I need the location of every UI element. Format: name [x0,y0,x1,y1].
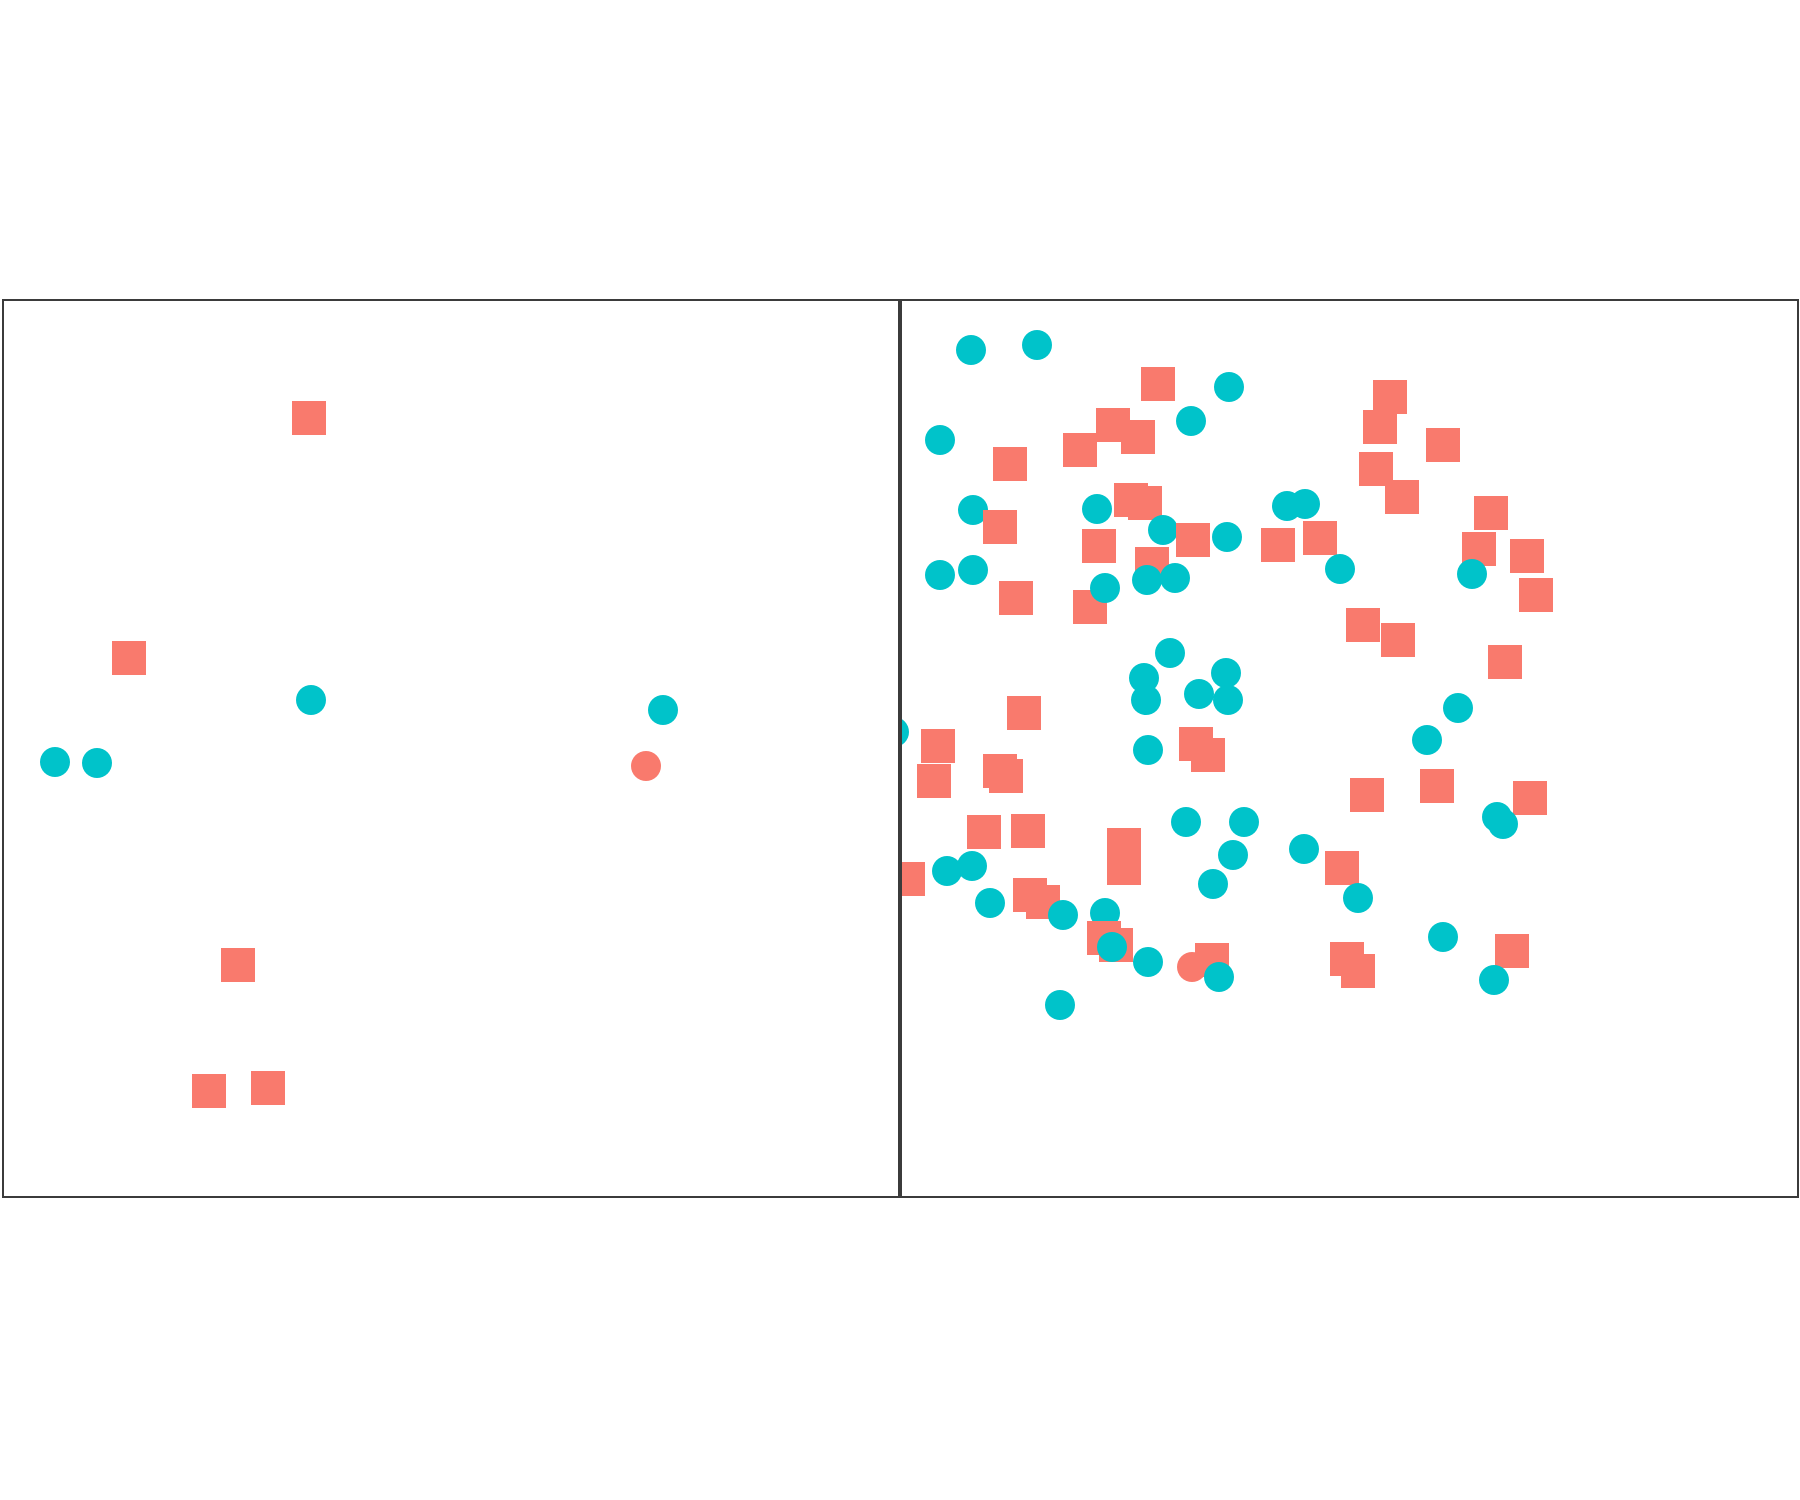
scatter-point-square [1346,608,1380,642]
scatter-point-circle [1198,869,1228,899]
scatter-point-circle [957,851,987,881]
scatter-point-circle [956,335,986,365]
right-panel [900,299,1799,1198]
scatter-point-square [967,815,1001,849]
scatter-point-square [1325,851,1359,885]
scatter-point-circle [1479,965,1509,995]
scatter-point-circle [1488,809,1518,839]
scatter-point-circle [1155,638,1185,668]
scatter-point-square [1510,539,1544,573]
scatter-point-circle [1325,554,1355,584]
scatter-point-square [1341,954,1375,988]
scatter-point-circle [1090,573,1120,603]
scatter-point-circle [631,751,661,781]
scatter-point-square [1141,367,1175,401]
scatter-point-circle [82,748,112,778]
scatter-point-square [1107,851,1141,885]
scatter-point-circle [1213,685,1243,715]
right-panel-plot-area [902,301,1797,1196]
scatter-point-circle [1131,685,1161,715]
scatter-point-square [921,729,955,763]
scatter-point-circle [1133,735,1163,765]
scatter-point-square [1128,486,1162,520]
scatter-point-square [1381,623,1415,657]
scatter-point-square [1420,769,1454,803]
scatter-point-square [1474,496,1508,530]
scatter-point-square [1176,523,1210,557]
scatter-point-square [1007,696,1041,730]
scatter-point-circle [1412,725,1442,755]
scatter-point-square [292,401,326,435]
scatter-point-circle [40,747,70,777]
scatter-point-circle [1212,522,1242,552]
scatter-point-circle [1457,559,1487,589]
scatter-point-circle [1289,834,1319,864]
scatter-point-circle [925,425,955,455]
scatter-point-square [989,759,1023,793]
scatter-point-square [1373,380,1407,414]
scatter-point-square [1426,428,1460,462]
scatter-point-square [1011,814,1045,848]
scatter-point-square [1495,934,1529,968]
scatter-point-square [917,764,951,798]
scatter-point-square [1363,410,1397,444]
scatter-point-square [1063,433,1097,467]
scatter-point-square [192,1074,226,1108]
scatter-point-circle [1048,900,1078,930]
scatter-point-circle [1443,693,1473,723]
scatter-point-circle [1160,563,1190,593]
scatter-point-square [983,510,1017,544]
scatter-point-circle [1290,489,1320,519]
scatter-point-square [902,862,925,896]
scatter-point-circle [1148,515,1178,545]
scatter-point-circle [1176,406,1206,436]
scatter-point-circle [1045,990,1075,1020]
scatter-point-circle [1428,922,1458,952]
scatter-point-circle [1343,883,1373,913]
scatter-point-square [1121,420,1155,454]
scatter-point-circle [648,695,678,725]
left-panel-plot-area [4,301,898,1196]
scatter-point-square [1082,529,1116,563]
scatter-point-circle [1214,372,1244,402]
scatter-point-circle [958,555,988,585]
scatter-point-circle [1229,807,1259,837]
scatter-point-circle [1171,807,1201,837]
scatter-point-circle [1132,565,1162,595]
scatter-point-circle [1184,679,1214,709]
scatter-point-square [1191,738,1225,772]
scatter-point-circle [1133,947,1163,977]
scatter-point-circle [1022,330,1052,360]
scatter-point-square [1350,778,1384,812]
scatter-point-square [251,1071,285,1105]
scatter-point-circle [902,717,909,747]
scatter-point-circle [1082,494,1112,524]
scatter-point-circle [1211,658,1241,688]
scatter-point-square [999,581,1033,615]
scatter-point-circle [1204,962,1234,992]
scatter-point-square [1385,480,1419,514]
scatter-point-square [1261,528,1295,562]
scatter-point-square [221,948,255,982]
scatter-point-circle [296,685,326,715]
scatter-point-square [1303,521,1337,555]
scatter-point-square [1488,645,1522,679]
scatter-point-circle [925,560,955,590]
left-panel [2,299,900,1198]
scatter-point-square [1519,578,1553,612]
scatter-point-circle [1097,932,1127,962]
scatter-point-square [112,641,146,675]
scatter-point-circle [975,888,1005,918]
scatter-point-square [993,447,1027,481]
scatter-point-square [1513,781,1547,815]
scatter-point-circle [1218,840,1248,870]
